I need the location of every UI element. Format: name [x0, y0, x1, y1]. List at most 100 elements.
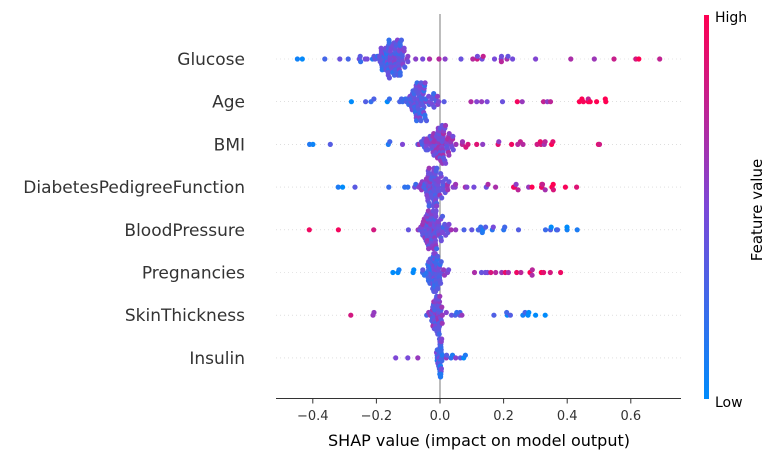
shap-point — [478, 269, 485, 276]
feature-label: Insulin — [189, 349, 245, 369]
shap-point — [507, 312, 513, 318]
shap-point — [401, 45, 407, 51]
shap-point — [405, 59, 411, 65]
shap-point — [413, 56, 419, 62]
shap-point — [533, 56, 539, 62]
feature-label: DiabetesPedigreeFunction — [23, 178, 245, 198]
shap-point — [337, 56, 343, 62]
shap-point — [387, 139, 393, 145]
shap-point — [448, 227, 454, 233]
shap-point — [518, 269, 524, 276]
shap-point — [509, 56, 516, 62]
shap-point — [386, 184, 392, 190]
shap-point — [465, 141, 471, 147]
shap-point — [450, 147, 456, 153]
shap-point — [437, 293, 443, 299]
feature-labels: Glucose Age BMI DiabetesPedigreeFunction Blo… — [23, 50, 245, 369]
shap-point — [493, 184, 499, 190]
shap-point — [504, 309, 510, 316]
shap-point — [386, 37, 392, 43]
shap-point — [550, 139, 556, 145]
shap-point — [611, 56, 617, 62]
colorbar-gradient — [704, 15, 709, 399]
x-axis-title: SHAP value (impact on model output) — [328, 431, 630, 450]
shap-point — [434, 203, 440, 209]
shap-point — [539, 181, 546, 187]
shap-point — [420, 267, 426, 273]
shap-point — [371, 309, 377, 316]
shap-point — [443, 309, 449, 316]
shap-point — [352, 184, 358, 190]
shap-point — [335, 227, 341, 233]
shap-point — [446, 152, 452, 158]
shap-point — [514, 99, 520, 105]
shap-point — [405, 53, 411, 59]
shap-point — [636, 56, 642, 62]
shap-point — [529, 267, 535, 273]
shap-point — [345, 56, 351, 62]
shap-point — [364, 56, 370, 62]
shap-point — [435, 253, 441, 259]
shap-point — [542, 139, 548, 145]
shap-point — [446, 131, 452, 137]
shap-point — [426, 165, 432, 171]
shap-point — [471, 184, 477, 190]
shap-point — [426, 246, 432, 252]
colorbar-low-label: Low — [715, 395, 743, 411]
row-gridlines — [276, 58, 681, 359]
shap-point — [363, 99, 369, 105]
colorbar: High Low Feature value — [704, 10, 766, 411]
shap-point — [499, 269, 505, 276]
shap-point — [602, 96, 608, 102]
shap-point — [348, 99, 354, 105]
shap-point — [550, 181, 556, 187]
shap-point — [587, 99, 593, 105]
shap-point — [299, 56, 305, 62]
shap-point — [439, 320, 445, 326]
shap-point — [386, 96, 392, 102]
shap-point — [435, 286, 441, 292]
x-tick-label: 0.2 — [493, 409, 514, 424]
shap-point — [398, 37, 404, 43]
shap-point — [439, 312, 445, 318]
shap-point — [405, 227, 411, 233]
shap-point — [422, 80, 428, 86]
colorbar-title: Feature value — [748, 159, 766, 261]
shap-point — [548, 224, 554, 230]
shap-point — [533, 312, 539, 318]
shap-point — [547, 99, 554, 105]
shap-point — [322, 56, 328, 62]
feature-label: Glucose — [177, 50, 245, 70]
shap-point — [423, 118, 430, 124]
shap-point — [596, 141, 603, 147]
x-tick-label: −0.2 — [361, 409, 393, 424]
shap-point — [442, 122, 449, 129]
shap-point — [439, 304, 445, 310]
shap-point — [505, 269, 511, 276]
shap-point — [529, 184, 535, 190]
shap-point — [509, 141, 515, 147]
shap-point — [459, 139, 466, 145]
shap-point — [418, 118, 424, 124]
shap-point — [399, 141, 406, 147]
shap-point — [498, 53, 505, 59]
shap-point — [390, 269, 396, 276]
shap-point — [490, 224, 496, 230]
shap-point — [515, 227, 522, 233]
shap-point — [439, 336, 445, 342]
x-tick-label: 0.0 — [430, 409, 451, 424]
shap-point — [439, 195, 445, 201]
shap-point — [485, 181, 491, 187]
shap-point — [591, 56, 597, 62]
shap-point — [519, 99, 525, 105]
shap-point — [480, 53, 486, 59]
shap-point — [513, 181, 519, 187]
shap-point — [542, 312, 548, 318]
shap-point — [431, 91, 437, 97]
shap-point — [335, 184, 341, 190]
shap-point — [436, 331, 442, 337]
x-tick-label: −0.4 — [297, 409, 329, 424]
shap-point — [393, 355, 399, 361]
shap-point — [474, 141, 480, 147]
